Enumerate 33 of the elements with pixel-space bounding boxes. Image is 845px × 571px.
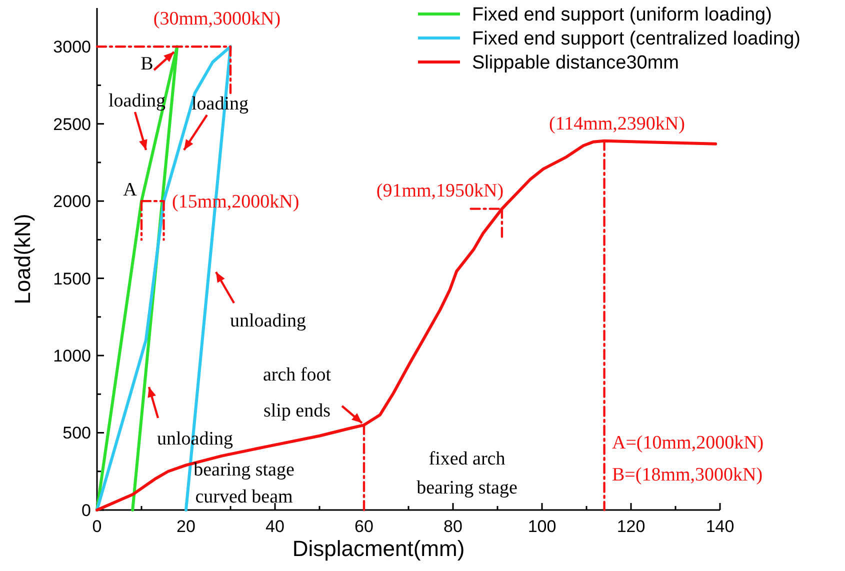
annotation: bearing stage: [194, 460, 294, 481]
y-tick-label: 500: [62, 424, 91, 443]
y-tick-label: 1500: [53, 269, 91, 288]
legend-label: Fixed end support (uniform loading): [472, 4, 772, 26]
y-tick-label: 1000: [53, 346, 91, 366]
x-tick-label: 80: [444, 517, 462, 536]
annotation: (30mm,3000kN): [153, 8, 281, 30]
y-tick-label: 2000: [53, 192, 91, 212]
annotation: A: [123, 180, 138, 201]
y-axis-title: Load(kN): [10, 214, 35, 304]
annotation: arch foot: [262, 364, 332, 386]
annotation: (91mm,1950kN): [376, 180, 504, 202]
legend-label: Slippable distance30mm: [472, 52, 680, 74]
annotation: A=(10mm,2000kN): [612, 432, 764, 454]
annotation: bearing stage: [416, 478, 518, 499]
x-tick-label: 100: [528, 517, 556, 536]
y-tick-label: 0: [82, 500, 91, 520]
annotation: fixed arch: [428, 448, 506, 470]
annotation: B=(18mm,3000kN): [612, 464, 763, 486]
x-axis-title: Displacment(mm): [292, 536, 465, 561]
x-tick-label: 140: [706, 517, 734, 536]
annotation: curved beam: [195, 486, 294, 508]
annotation: (114mm,2390kN): [549, 114, 685, 135]
annotation: slip ends: [263, 400, 331, 422]
y-tick-label: 2500: [53, 114, 91, 134]
annotation: B: [140, 54, 154, 75]
x-tick-label: 20: [176, 517, 196, 536]
annotation: unloading: [230, 310, 306, 332]
x-tick-label: 120: [616, 517, 646, 536]
x-tick-label: 60: [354, 517, 374, 536]
legend-label: Fixed end support (centralized loading): [472, 28, 800, 50]
x-tick-label: 40: [266, 517, 284, 536]
y-tick-label: 3000: [53, 38, 91, 57]
